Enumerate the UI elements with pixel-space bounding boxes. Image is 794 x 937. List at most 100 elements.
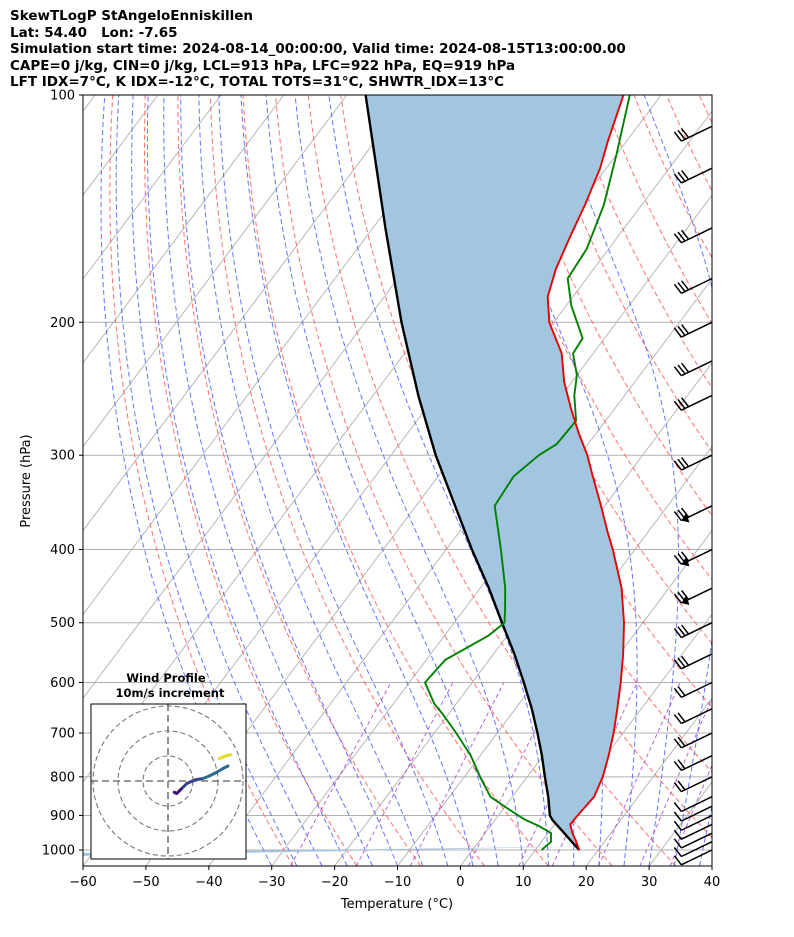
axes: −60 −50 −40 −30 −20 −10 0 10 20 30 40 1000 900 800 700… — [42, 89, 720, 891]
wind-barb — [673, 814, 713, 831]
parcel-profile-line — [364, 95, 581, 851]
wind-barb-staff — [681, 681, 713, 698]
y-tick-label: 900 — [50, 809, 75, 824]
wind-barb-feather — [677, 364, 686, 375]
isotherm-line — [83, 95, 285, 364]
wind-barb-pennant — [681, 594, 690, 605]
wind-barb-staff — [681, 805, 713, 822]
wind-barb-feather — [680, 457, 690, 467]
wind-barb-staff — [681, 732, 713, 749]
y-tick-label: 600 — [50, 676, 75, 691]
wind-barb — [673, 454, 713, 471]
wind-barb-feather — [680, 624, 690, 635]
wind-barb-feather — [673, 327, 682, 338]
wind-barb-feather — [673, 761, 682, 771]
wind-barb-staff — [681, 814, 713, 831]
wind-barb-feather — [673, 659, 682, 670]
wind-barb-feather — [677, 626, 686, 637]
wind-barb — [673, 708, 713, 725]
isotherm-line — [334, 362, 712, 866]
wind-barb-feather — [673, 400, 682, 411]
wind-barb — [673, 622, 713, 639]
wind-barb-feather — [673, 838, 682, 849]
wind-barb — [673, 732, 713, 749]
wind-barb — [673, 849, 713, 866]
x-axis-label: Temperature (°C) — [340, 897, 453, 912]
y-tick-label: 300 — [50, 449, 75, 464]
hodograph-frame — [90, 703, 247, 860]
moist-adiabat — [198, 95, 424, 866]
wind-barb-staff — [681, 622, 713, 639]
wind-barb — [673, 167, 713, 184]
wind-barb-feather — [677, 736, 686, 747]
moist-adiabat — [163, 95, 373, 866]
wind-barb-staff — [681, 841, 713, 858]
stability-indices-line-1: CAPE=0 j/kg, CIN=0 j/kg, LCL=913 hPa, LF… — [10, 57, 516, 74]
moist-adiabat — [294, 95, 524, 866]
x-tick-label: 10 — [515, 875, 532, 890]
moist-adiabat — [265, 95, 499, 866]
wind-barb — [673, 805, 713, 822]
hodograph-segment — [221, 764, 230, 770]
wind-barb-staff — [681, 708, 713, 725]
wind-barb-feather — [680, 229, 690, 240]
isotherm-line — [711, 865, 712, 866]
wind-barb-feather — [677, 282, 686, 293]
moist-adiabat — [180, 95, 398, 866]
isotherm-line — [648, 781, 712, 866]
moist-adiabat — [240, 95, 474, 866]
wind-barb-feather — [680, 551, 690, 562]
wind-barb-feather — [673, 687, 682, 698]
x-tick-label: −20 — [321, 875, 348, 890]
wind-barb-feather — [680, 170, 690, 180]
wind-barb-feather — [680, 324, 690, 335]
moist-adiabat — [476, 95, 638, 866]
station-title: SkewTLogP StAngeloEnniskillen — [10, 8, 253, 24]
wind-barb — [673, 394, 713, 411]
wind-barb-feather — [673, 714, 682, 725]
x-tick-label: 30 — [641, 875, 658, 890]
wind-barb-feather — [680, 590, 690, 600]
mixing-ratio-line — [669, 763, 712, 866]
moist-adiabat — [146, 95, 348, 866]
mixing-ratio-line — [409, 682, 505, 866]
wind-barb-staff — [681, 125, 713, 142]
wind-barb-feather — [680, 655, 690, 666]
isotherm-line — [83, 95, 348, 448]
wind-barb-feather — [680, 507, 690, 518]
wind-barb-feather — [680, 362, 690, 373]
dry-adiabat — [177, 95, 422, 866]
mixing-ratio-line — [639, 697, 712, 866]
dry-adiabat — [764, 95, 794, 866]
wind-barb-feather — [673, 829, 682, 840]
wind-barb — [673, 754, 713, 772]
wind-barb-staff — [681, 823, 713, 840]
hodograph-subtitle: 10m/s increment — [116, 686, 225, 700]
wind-barb-staff — [681, 167, 713, 184]
moist-adiabat — [218, 95, 449, 866]
moist-adiabat — [131, 95, 323, 866]
wind-barb — [673, 548, 713, 567]
wind-barb-feather — [677, 129, 686, 140]
wind-barb — [673, 321, 713, 338]
isotherm-line — [83, 95, 473, 616]
wind-barb-feather — [673, 173, 682, 184]
dry-adiabat — [144, 95, 358, 866]
hodograph-segment — [223, 753, 233, 758]
wind-barb — [673, 796, 713, 813]
wind-barb-feather — [680, 280, 690, 291]
moist-adiabat — [698, 803, 712, 866]
wind-barb-pennant — [681, 556, 690, 567]
dry-adiabat — [275, 95, 613, 866]
wind-barb-feather — [673, 233, 682, 244]
wind-barb — [673, 841, 713, 858]
x-tick-label: −60 — [69, 875, 96, 890]
wind-barb-staff — [681, 277, 713, 294]
simulation-time-line: Simulation start time: 2024-08-14_00:00:… — [10, 41, 626, 58]
y-tick-label: 100 — [50, 89, 75, 104]
x-tick-label: 40 — [704, 875, 721, 890]
wind-barb-staff — [681, 227, 713, 244]
y-tick-label: 800 — [50, 770, 75, 785]
data-layer — [83, 95, 631, 856]
isotherm-line — [83, 95, 222, 280]
